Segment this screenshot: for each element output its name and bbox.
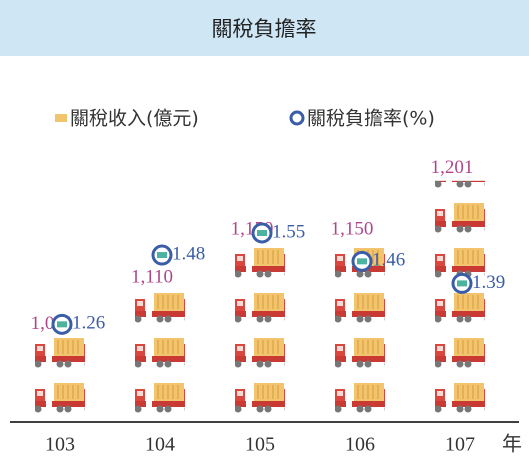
rate-label: 1.46	[372, 250, 405, 271]
value-label: 1,201	[431, 157, 474, 178]
truck-stack	[235, 242, 285, 422]
truck-stack	[35, 336, 85, 422]
legend-icon	[289, 110, 305, 126]
truck-stack	[135, 290, 185, 422]
truck-stack	[335, 242, 385, 422]
rate-label: 1.39	[472, 272, 505, 293]
legend-label: 關稅收入(億元)	[70, 108, 199, 130]
x-tick-label: 107	[445, 434, 475, 456]
legend-label: 關稅負擔率(%)	[307, 108, 435, 130]
rate-label: 1.26	[72, 313, 105, 334]
rate-marker-icon	[257, 230, 267, 236]
x-tick-label: 104	[145, 434, 175, 456]
rate-marker-icon	[457, 280, 467, 287]
title-band	[0, 0, 529, 56]
value-label: 1,110	[131, 266, 173, 287]
rate-label: 1.55	[272, 221, 305, 242]
truck-stack	[435, 180, 485, 422]
x-tick-label: 105	[245, 434, 275, 456]
legend-icon	[55, 114, 67, 122]
rate-marker-icon	[157, 252, 167, 259]
rate-marker-icon	[357, 258, 367, 265]
rate-label: 1.48	[172, 243, 205, 264]
chart-title: 關稅負擔率	[212, 17, 317, 41]
rate-marker-icon	[57, 321, 67, 328]
x-tick-label: 103	[45, 434, 75, 456]
value-label: 1,150	[331, 218, 374, 239]
x-tick-label: 106	[345, 434, 375, 456]
x-axis-label: 年	[502, 433, 522, 456]
